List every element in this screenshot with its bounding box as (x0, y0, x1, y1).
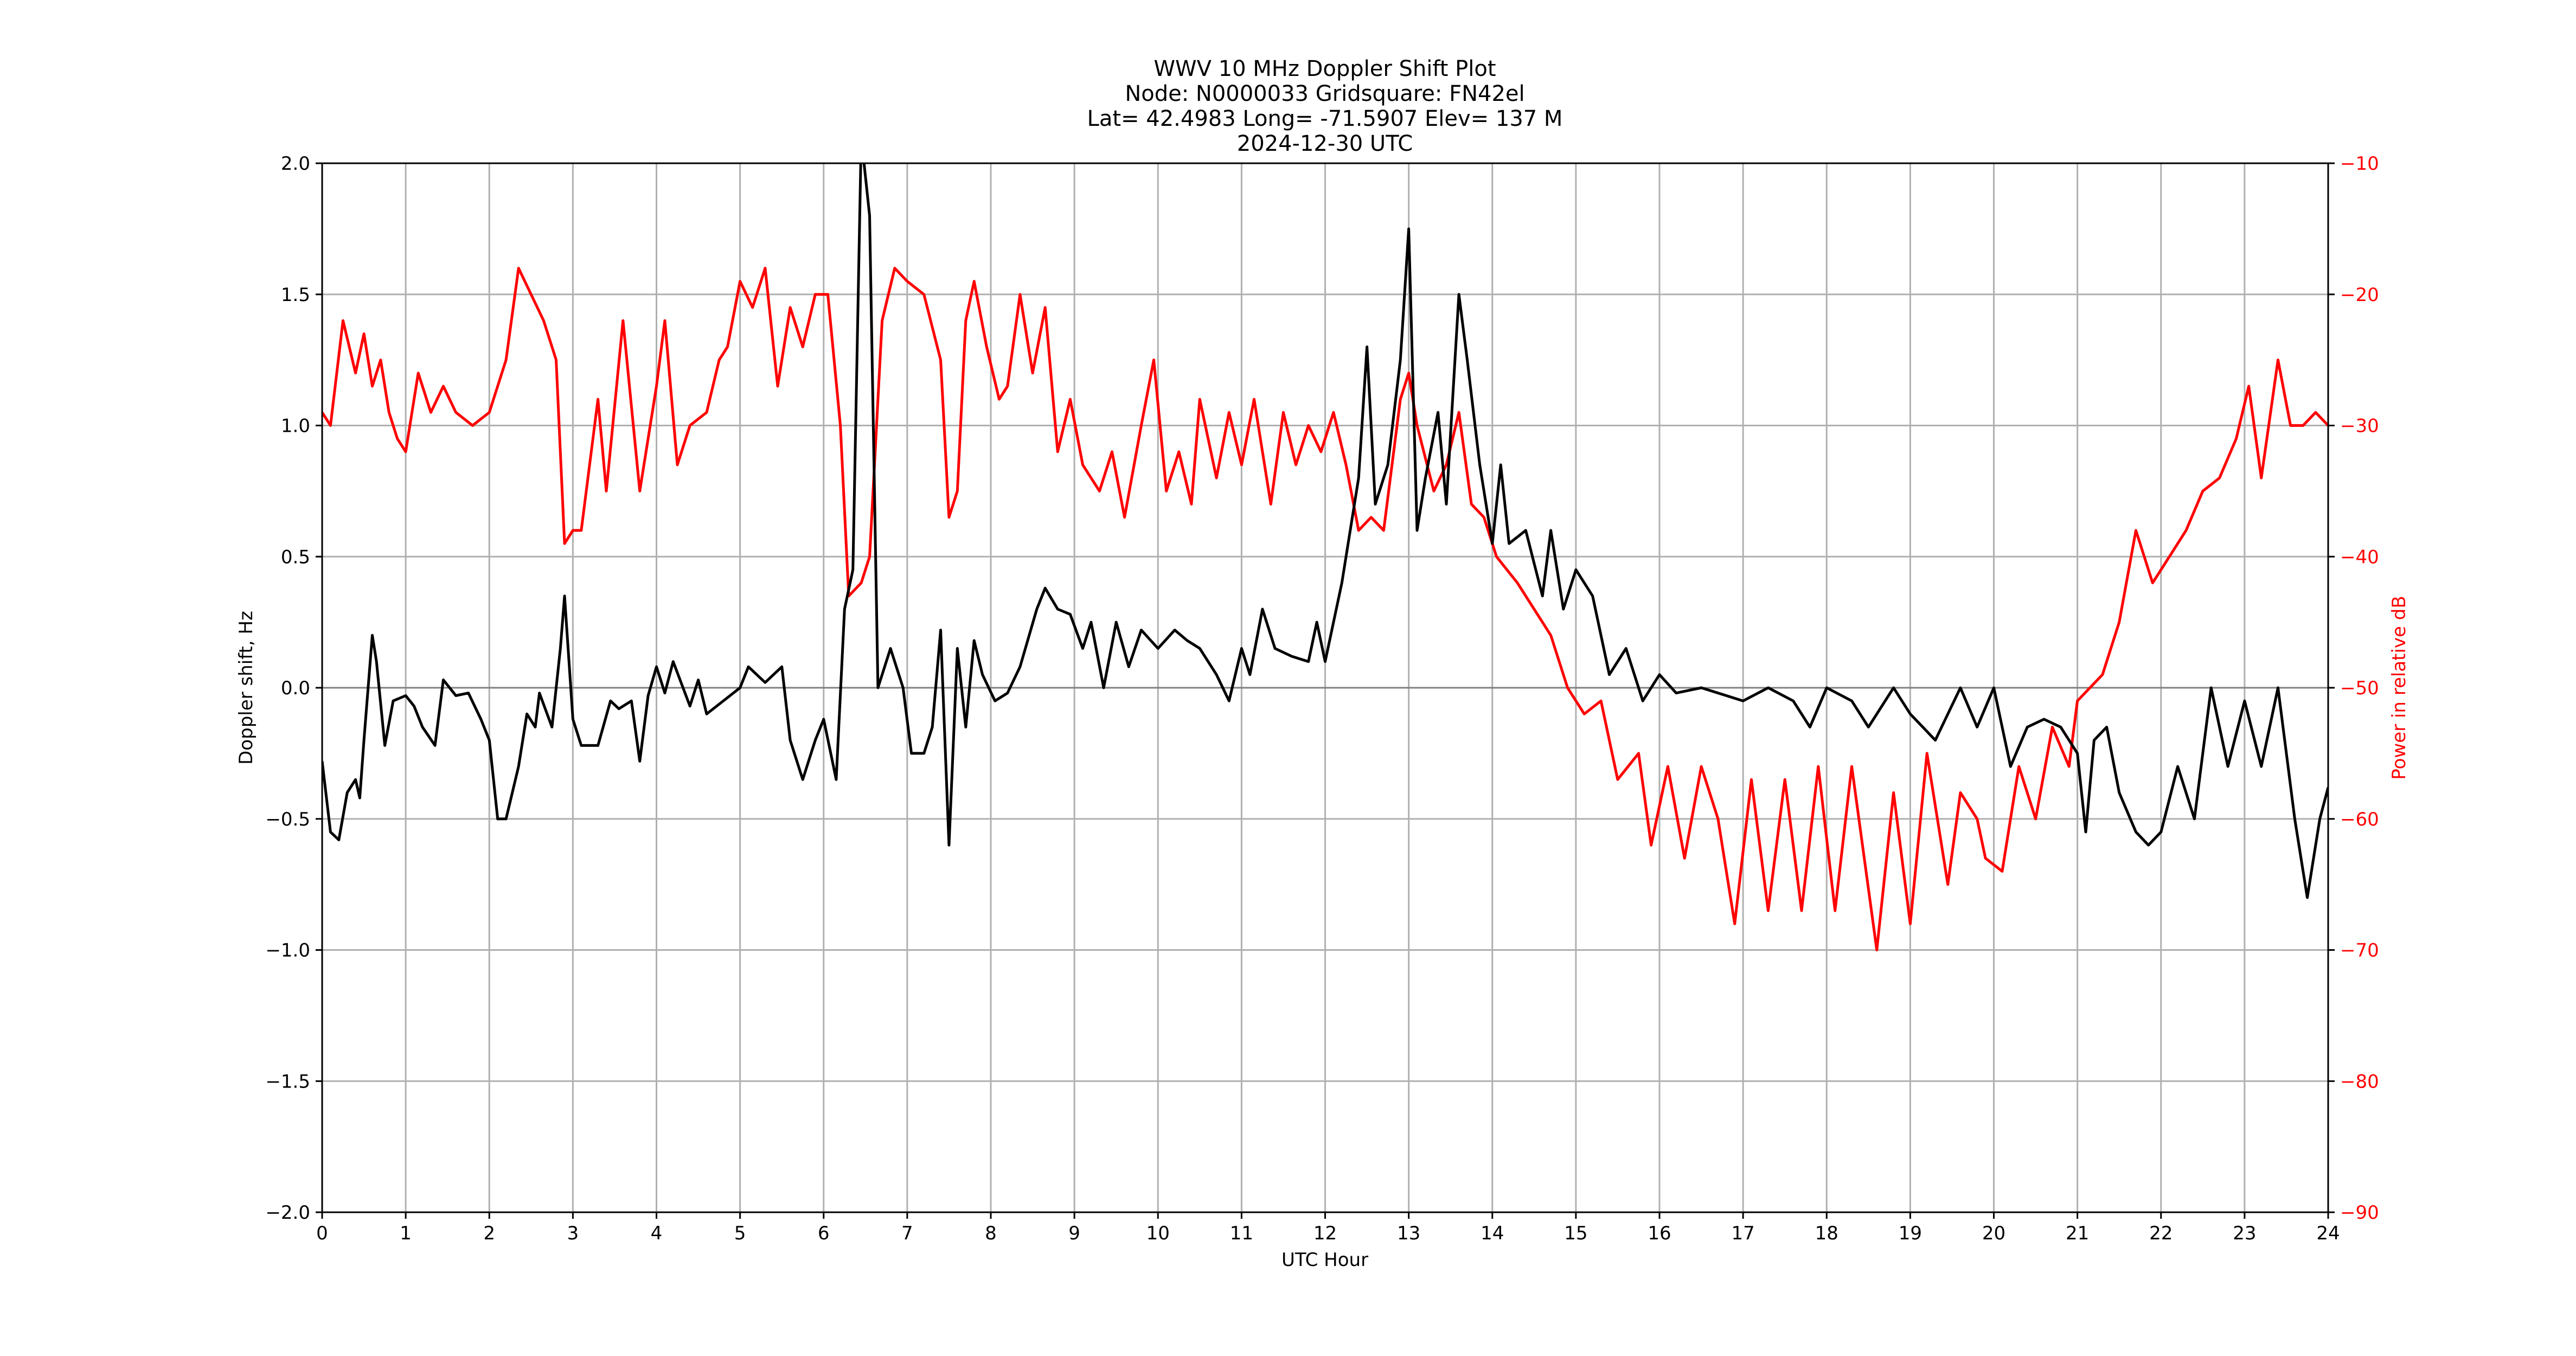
x-tick-label: 13 (1397, 1223, 1420, 1244)
x-tick-label: 15 (1564, 1223, 1587, 1244)
power-series-line (322, 266, 2328, 951)
x-tick-label: 16 (1648, 1223, 1671, 1244)
y-axis-label: Doppler shift, Hz (235, 611, 257, 765)
x-axis-label: UTC Hour (1281, 1249, 1368, 1271)
y-tick-label: −1.0 (265, 940, 310, 962)
y2-tick-label: −30 (2340, 415, 2379, 437)
y-tick-label: −1.5 (265, 1071, 310, 1092)
x-tick-label: 4 (651, 1223, 663, 1244)
x-tick-label: 3 (567, 1223, 579, 1244)
x-tick-label: 11 (1230, 1223, 1253, 1244)
y-tick-label: −2.0 (265, 1202, 310, 1224)
y2-axis-ticks: −10 −20 −30 −40 −50 −60 −70 −80 −90 (2328, 153, 2379, 1224)
y2-tick-label: −20 (2340, 284, 2379, 306)
y2-tick-label: −70 (2340, 940, 2379, 962)
doppler-series-line (322, 163, 2328, 899)
x-tick-label: 20 (1982, 1223, 2005, 1244)
y-tick-label: 0.0 (281, 677, 310, 699)
y-tick-label: 1.5 (281, 284, 310, 306)
chart-title: WWV 10 MHz Doppler Shift Plot (1154, 56, 1496, 81)
x-tick-label: 17 (1731, 1223, 1754, 1244)
x-tick-label: 1 (400, 1223, 412, 1244)
x-tick-label: 9 (1068, 1223, 1080, 1244)
x-tick-label: 18 (1815, 1223, 1838, 1244)
x-tick-label: 14 (1481, 1223, 1504, 1244)
chart-subtitle-date: 2024-12-30 UTC (1237, 131, 1413, 156)
y-axis-ticks: 2.0 1.5 1.0 0.5 0.0 −0.5 −1.0 −1.5 −2.0 (265, 153, 322, 1224)
chart-subtitle-node: Node: N0000033 Gridsquare: FN42el (1125, 81, 1524, 106)
x-tick-label: 22 (2149, 1223, 2173, 1244)
x-tick-label: 2 (483, 1223, 495, 1244)
y-tick-label: 2.0 (281, 153, 310, 175)
y2-tick-label: −60 (2340, 809, 2379, 830)
x-tick-label: 23 (2233, 1223, 2256, 1244)
y-tick-label: 0.5 (281, 546, 310, 568)
y2-tick-label: −50 (2340, 677, 2379, 699)
y2-tick-label: −10 (2340, 153, 2379, 175)
x-tick-label: 21 (2066, 1223, 2089, 1244)
y2-tick-label: −90 (2340, 1202, 2379, 1224)
x-tick-label: 12 (1313, 1223, 1337, 1244)
x-tick-label: 8 (985, 1223, 997, 1244)
y2-tick-label: −40 (2340, 546, 2379, 568)
chart-subtitle-location: Lat= 42.4983 Long= -71.5907 Elev= 137 M (1087, 106, 1563, 131)
x-tick-label: 19 (1899, 1223, 1922, 1244)
x-tick-label: 6 (818, 1223, 830, 1244)
y-tick-label: 1.0 (281, 415, 310, 437)
x-tick-label: 10 (1146, 1223, 1170, 1244)
x-axis-ticks: 0 1 2 3 4 5 6 7 8 9 10 11 12 13 14 15 16 17 18 19 20 21 22 23 24 (316, 1212, 2340, 1244)
y2-axis-label: Power in relative dB (2388, 596, 2410, 779)
x-tick-label: 0 (316, 1223, 328, 1244)
x-tick-label: 5 (734, 1223, 746, 1244)
x-tick-label: 7 (901, 1223, 913, 1244)
x-tick-label: 24 (2316, 1223, 2340, 1244)
y2-tick-label: −80 (2340, 1071, 2379, 1092)
y-tick-label: −0.5 (265, 809, 310, 830)
